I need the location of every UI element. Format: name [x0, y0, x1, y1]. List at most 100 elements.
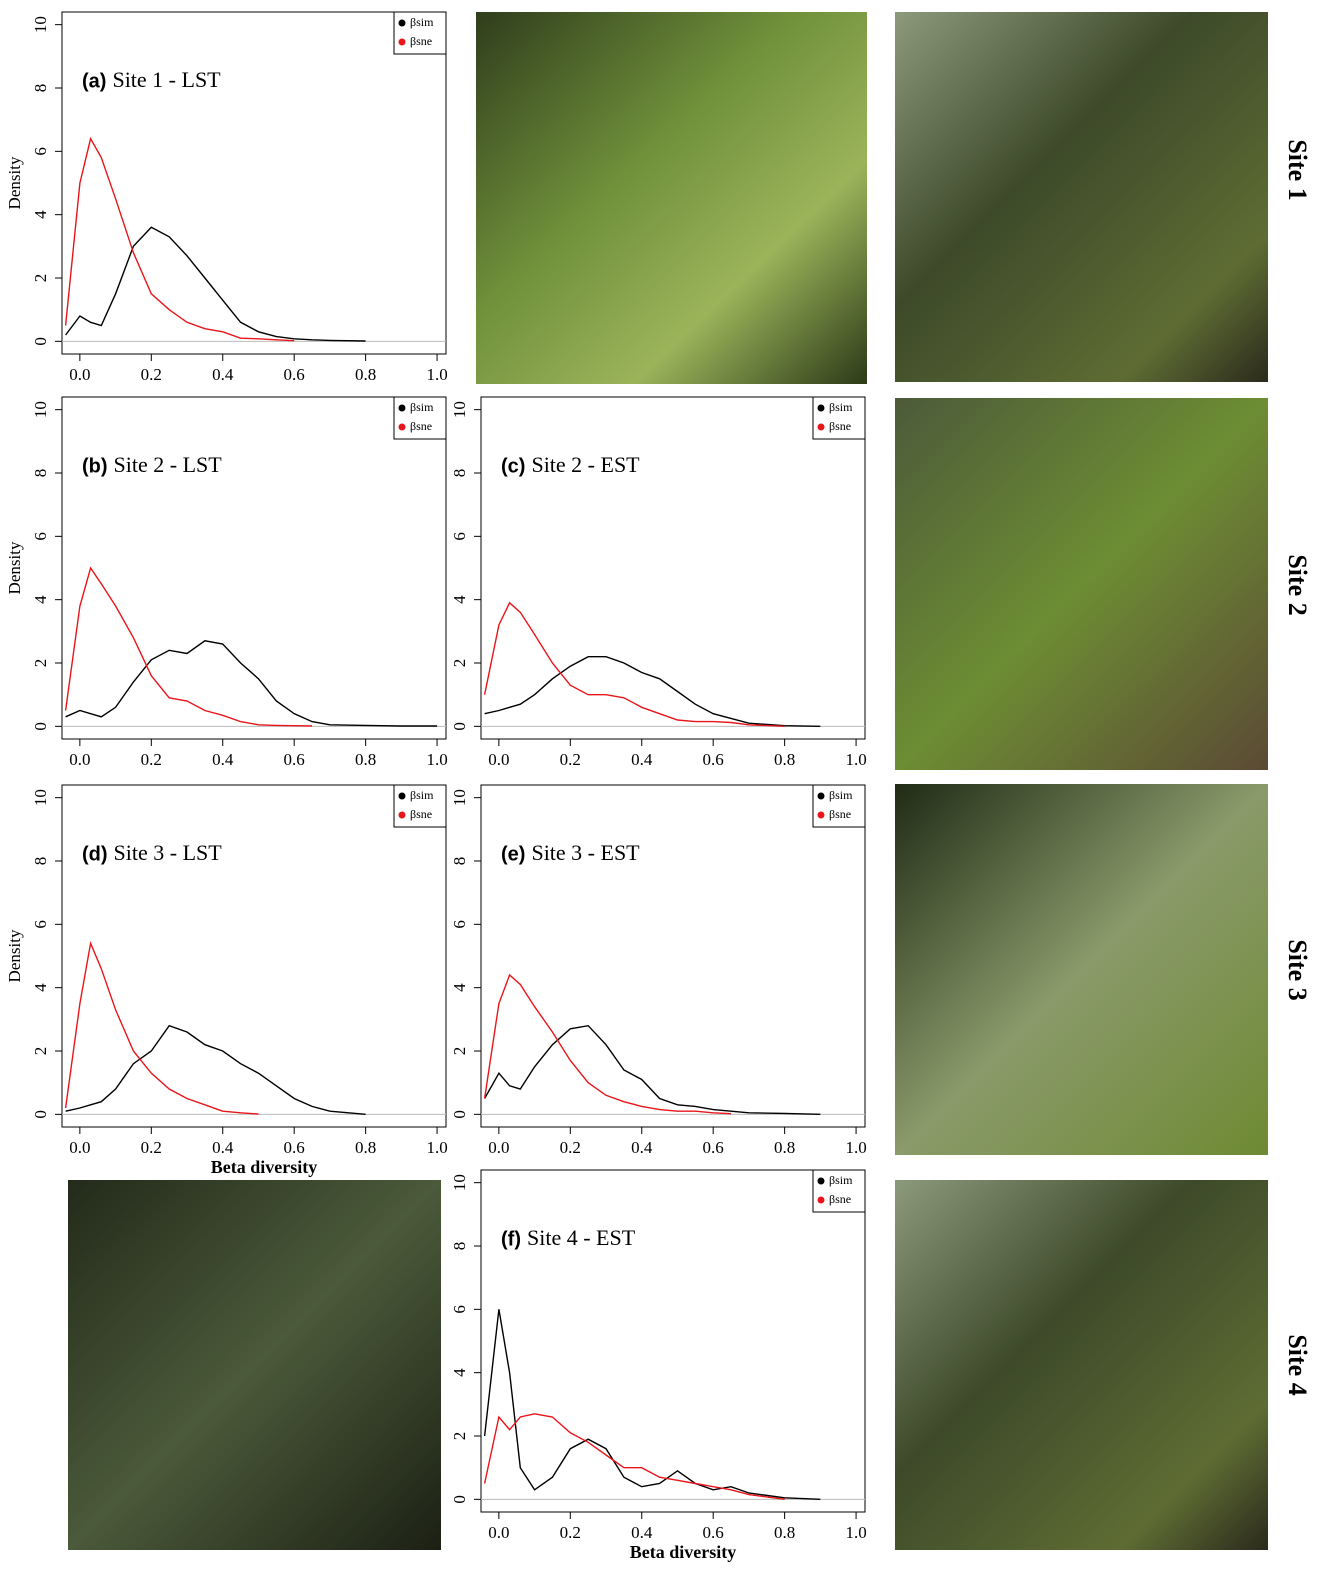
y-tick-label: 6 [450, 920, 469, 929]
site-label: Site 3 [1283, 939, 1312, 1000]
x-tick-label: 0.0 [488, 1523, 509, 1542]
legend-label: βsim [410, 15, 434, 29]
y-tick-label: 0 [450, 1495, 469, 1504]
y-tick-label: 4 [31, 210, 50, 219]
photo-site1-canopy [476, 12, 867, 384]
legend-label: βsne [829, 807, 851, 821]
y-tick-label: 8 [31, 84, 50, 93]
chart-title: Site 1 - LST [112, 67, 221, 92]
y-tick-label: 6 [31, 147, 50, 156]
x-tick-label: 0.8 [774, 1138, 795, 1157]
y-tick-label: 0 [450, 1110, 469, 1119]
legend-label: βsim [410, 788, 434, 802]
panel-label: (b) [82, 455, 108, 477]
chart-title: Site 3 - EST [531, 840, 640, 865]
photo-site2 [895, 398, 1268, 770]
y-tick-label: 4 [31, 983, 50, 992]
x-tick-label: 0.6 [703, 750, 724, 769]
x-tick-label: 1.0 [845, 1523, 866, 1542]
plot-frame [481, 1170, 865, 1512]
y-tick-label: 8 [31, 857, 50, 866]
legend-marker [818, 1178, 825, 1185]
x-tick-label: 0.2 [560, 1138, 581, 1157]
legend-marker [399, 39, 406, 46]
x-tick-label: 1.0 [845, 750, 866, 769]
y-tick-label: 6 [31, 920, 50, 929]
plot-frame [481, 785, 865, 1127]
x-tick-label: 0.2 [141, 1138, 162, 1157]
y-tick-label: 4 [450, 595, 469, 604]
x-tick-label: 1.0 [426, 750, 447, 769]
x-tick-label: 0.0 [488, 1138, 509, 1157]
plot-frame [62, 397, 446, 739]
legend-label: βsim [829, 788, 853, 802]
legend-label: βsne [410, 34, 432, 48]
y-tick-label: 8 [31, 469, 50, 478]
legend-label: βsim [829, 1173, 853, 1187]
y-tick-label: 2 [450, 659, 469, 668]
y-tick-label: 4 [450, 983, 469, 992]
y-tick-label: 10 [31, 401, 50, 418]
y-tick-label: 10 [450, 789, 469, 806]
photo-site3 [895, 784, 1268, 1155]
chart-title: Site 2 - EST [531, 452, 640, 477]
legend-marker [399, 424, 406, 431]
x-tick-label: 0.8 [774, 750, 795, 769]
x-tick-label: 0.0 [69, 1138, 90, 1157]
legend-label: βsne [410, 807, 432, 821]
x-tick-label: 0.6 [703, 1523, 724, 1542]
x-tick-label: 0.6 [703, 1138, 724, 1157]
x-tick-label: 0.2 [141, 365, 162, 384]
x-tick-label: 0.2 [141, 750, 162, 769]
x-tick-label: 0.0 [69, 750, 90, 769]
x-tick-label: 0.2 [560, 1523, 581, 1542]
photo-site4-trunks [895, 1180, 1268, 1550]
legend-label: βsne [829, 1192, 851, 1206]
x-tick-label: 0.4 [631, 750, 653, 769]
photo-site4-forest [68, 1180, 441, 1550]
y-tick-label: 0 [31, 337, 50, 346]
y-tick-label: 0 [31, 722, 50, 731]
figure: Site 1 Site 2 Site 3 Site 4 0.00.20.40.6… [0, 0, 1318, 1570]
site-label: Site 1 [1283, 139, 1312, 200]
y-tick-label: 10 [450, 1174, 469, 1191]
plot-frame [62, 12, 446, 354]
x-tick-label: 1.0 [426, 1138, 447, 1157]
legend-label: βsim [410, 400, 434, 414]
y-axis-label: Density [5, 156, 24, 209]
x-tick-label: 0.8 [355, 1138, 376, 1157]
x-tick-label: 0.2 [560, 750, 581, 769]
x-axis-label: Beta diversity [211, 1157, 317, 1177]
site-label: Site 4 [1283, 1334, 1312, 1395]
y-tick-label: 6 [450, 532, 469, 541]
legend-marker [818, 405, 825, 412]
x-tick-label: 1.0 [426, 365, 447, 384]
x-tick-label: 0.8 [355, 750, 376, 769]
x-tick-label: 0.0 [69, 365, 90, 384]
x-tick-label: 0.4 [212, 750, 234, 769]
chart-title: Site 2 - LST [114, 452, 223, 477]
legend-marker [818, 812, 825, 819]
panel-label: (e) [501, 843, 525, 865]
x-tick-label: 0.8 [355, 365, 376, 384]
y-tick-label: 8 [450, 1242, 469, 1251]
y-tick-label: 0 [31, 1110, 50, 1119]
legend-label: βsne [410, 419, 432, 433]
y-tick-label: 2 [450, 1432, 469, 1441]
x-tick-label: 0.4 [212, 365, 234, 384]
x-tick-label: 1.0 [845, 1138, 866, 1157]
panel-label: (f) [501, 1228, 521, 1250]
y-tick-label: 6 [450, 1305, 469, 1314]
y-tick-label: 10 [450, 401, 469, 418]
legend-marker [399, 793, 406, 800]
legend-marker [818, 1197, 825, 1204]
legend-label: βsim [829, 400, 853, 414]
y-tick-label: 6 [31, 532, 50, 541]
plot-frame [62, 785, 446, 1127]
y-tick-label: 2 [31, 1047, 50, 1056]
x-tick-label: 0.4 [631, 1138, 653, 1157]
chart-title: Site 3 - LST [114, 840, 223, 865]
x-tick-label: 0.6 [284, 365, 305, 384]
y-tick-label: 2 [450, 1047, 469, 1056]
y-tick-label: 4 [450, 1368, 469, 1377]
